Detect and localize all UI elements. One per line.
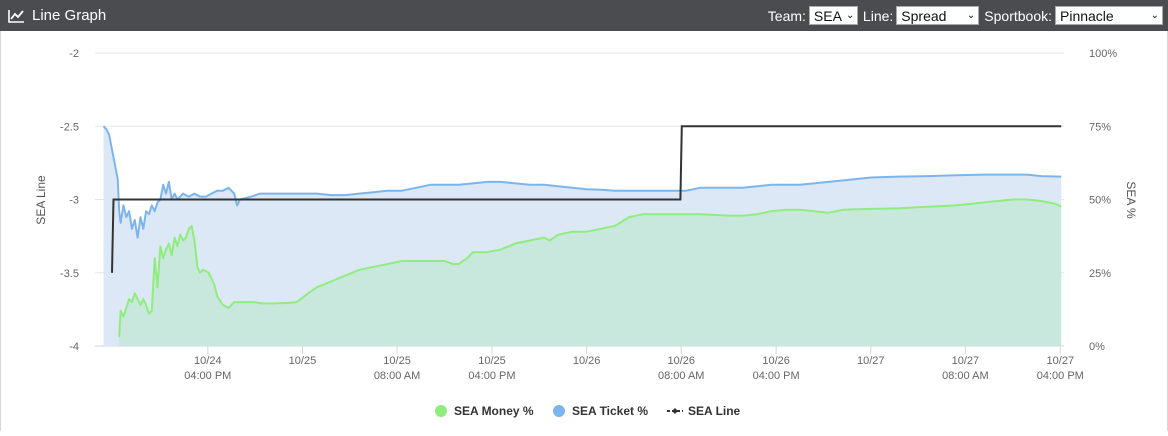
- series-line-sea-money-[interactable]: [118, 198, 1062, 338]
- x-tick-label: 04:00 PM: [1037, 370, 1084, 382]
- line-label: Line:: [862, 7, 894, 24]
- filter-controls: Team: SEA ⌄ Line: Spread ⌄ Sportbook: Pi…: [768, 0, 1168, 31]
- y-axis-left-title: SEA Line: [34, 175, 48, 225]
- x-tick-label: 04:00 PM: [468, 370, 515, 382]
- x-tick-label: 08:00 AM: [942, 370, 988, 382]
- series-areas: [103, 126, 1062, 346]
- legend-item[interactable]: SEA Line: [667, 404, 741, 418]
- line-chart-icon: [8, 9, 24, 23]
- title-group: Line Graph: [8, 0, 106, 31]
- legend-item[interactable]: SEA Money %: [435, 404, 534, 418]
- y-axis-right-title: SEA %: [1124, 181, 1138, 219]
- chart-area: 10/24 04:00 PM 10/25 10/25 08:00 AM 10/25 04:0…: [0, 31, 1168, 431]
- legend-marker: [553, 405, 565, 417]
- y-left-tick-label: -2: [69, 48, 79, 60]
- team-label: Team:: [767, 7, 806, 24]
- y-right-tick-label: 0%: [1089, 341, 1105, 353]
- chevron-down-icon: ⌄: [1150, 10, 1159, 21]
- series-line-sea-line[interactable]: [111, 125, 1062, 273]
- x-tick-label: 10/26: [762, 355, 790, 367]
- x-tick-label: 04:00 PM: [184, 370, 231, 382]
- x-tick-label: 10/26: [573, 355, 601, 367]
- y-left-tick-label: -3: [69, 195, 79, 207]
- legend-label: SEA Ticket %: [572, 404, 648, 418]
- y-right-tick-label: 50%: [1089, 195, 1111, 207]
- sportbook-label: Sportbook:: [984, 7, 1052, 24]
- y-right-tick-label: 75%: [1089, 121, 1111, 133]
- y-left-tick-label: -4: [69, 341, 79, 353]
- chart-header: Line Graph Team: SEA ⌄ Line: Spread ⌄ Sp…: [0, 0, 1168, 31]
- legend-label: SEA Money %: [454, 404, 534, 418]
- x-tick-label: 08:00 AM: [658, 370, 704, 382]
- line-graph: 10/24 04:00 PM 10/25 10/25 08:00 AM 10/25 04:0…: [34, 48, 1138, 418]
- x-tick-label: 10/25: [289, 355, 317, 367]
- x-tick-label: 04:00 PM: [753, 370, 800, 382]
- y-left-tick-label: -2.5: [60, 121, 79, 133]
- y-right-tick-label: 100%: [1089, 48, 1117, 60]
- series-area-sea-money-: [119, 199, 1062, 346]
- legend: SEA Money % SEA Ticket % SEA Line: [435, 404, 741, 418]
- y-right-tick-label: 25%: [1089, 268, 1111, 280]
- legend-item[interactable]: SEA Ticket %: [553, 404, 648, 418]
- x-axis: 10/24 04:00 PM 10/25 10/25 08:00 AM 10/25 04:0…: [184, 346, 1084, 382]
- y-left-tick-label: -3.5: [60, 268, 79, 280]
- chevron-down-icon: ⌄: [845, 10, 855, 21]
- x-tick-label: 10/26: [667, 355, 695, 367]
- y-axis-left: -2 -2.5 -3 -3.5 -4: [60, 48, 79, 353]
- x-tick-label: 10/25: [383, 355, 411, 367]
- x-tick-label: 10/27: [1047, 355, 1075, 367]
- x-tick-label: 10/24: [194, 355, 222, 367]
- chart-title: Line Graph: [32, 7, 107, 24]
- legend-marker: [435, 405, 447, 417]
- x-tick-label: 08:00 AM: [374, 370, 420, 382]
- legend-marker: [672, 408, 678, 414]
- series-line-sea-ticket-[interactable]: [102, 125, 1062, 239]
- series-lines: [102, 125, 1062, 338]
- team-select[interactable]: SEA ⌄: [808, 6, 858, 25]
- x-tick-label: 10/27: [952, 355, 980, 367]
- team-select-value: SEA: [813, 7, 842, 24]
- chevron-down-icon: ⌄: [966, 10, 976, 21]
- sportbook-select-value: Pinnacle: [1060, 7, 1114, 24]
- x-tick-label: 10/27: [857, 355, 885, 367]
- x-tick-label: 10/25: [478, 355, 506, 367]
- legend-label: SEA Line: [688, 404, 741, 418]
- line-select-value: Spread: [901, 7, 947, 24]
- y-axis-right: 100% 75% 50% 25% 0%: [1089, 48, 1117, 353]
- sportbook-select[interactable]: Pinnacle ⌄: [1055, 6, 1163, 25]
- line-select[interactable]: Spread ⌄: [896, 6, 980, 25]
